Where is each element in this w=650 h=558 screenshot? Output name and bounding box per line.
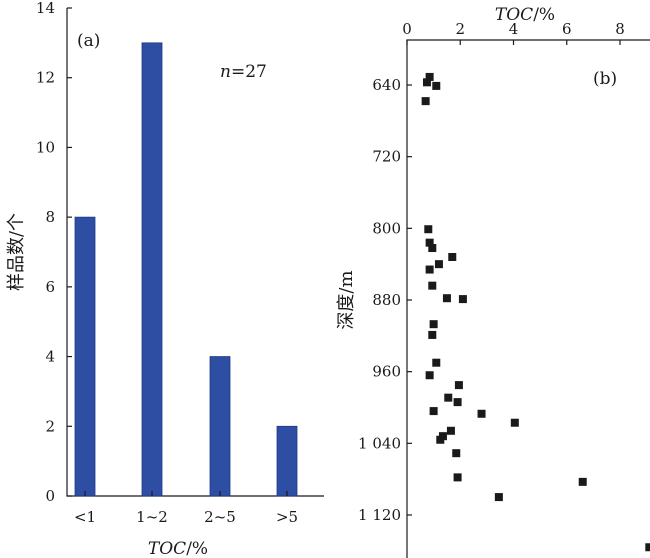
bar-chart-panel-label: (a) bbox=[77, 31, 100, 51]
scatter-point bbox=[578, 477, 587, 486]
scatter-point bbox=[446, 426, 455, 435]
scatter-x-tick-label: 8 bbox=[615, 20, 625, 38]
scatter-point bbox=[444, 393, 453, 402]
scatter-point bbox=[448, 253, 457, 261]
scatter-y-tick-label: 1 120 bbox=[358, 506, 401, 524]
bar-chart-category-label: 1~2 bbox=[136, 508, 168, 526]
bar-chart-category-label: >5 bbox=[276, 508, 298, 526]
bar-chart-sample-count: n=27 bbox=[220, 62, 267, 82]
scatter-y-tick-label: 960 bbox=[372, 363, 401, 381]
scatter-panel: 0 2 4 6 8 640 720 800 880 960 1 040 1 120 (b) TOC/… bbox=[336, 5, 650, 558]
bar bbox=[74, 216, 96, 497]
scatter-x-tick-label: 0 bbox=[402, 20, 412, 38]
scatter-point bbox=[454, 381, 463, 390]
scatter-point bbox=[428, 330, 437, 339]
scatter-panel-label: (b) bbox=[593, 69, 617, 89]
scatter-point bbox=[421, 97, 430, 106]
bar-chart-bars bbox=[74, 42, 298, 497]
bar-chart-y-tick-label: 2 bbox=[45, 417, 55, 435]
scatter-y-tick-label: 800 bbox=[372, 219, 401, 237]
scatter-point bbox=[645, 543, 650, 552]
scatter-point bbox=[425, 72, 434, 81]
bar bbox=[276, 425, 298, 497]
bar-chart-y-tick-label: 8 bbox=[45, 208, 55, 226]
scatter-y-ticks: 640 720 800 880 960 1 040 1 120 bbox=[358, 76, 412, 524]
scatter-point bbox=[422, 78, 431, 87]
scatter-y-tick-label: 720 bbox=[372, 148, 401, 166]
bar-chart-y-tick-label: 4 bbox=[45, 348, 55, 366]
scatter-point bbox=[424, 225, 433, 234]
scatter-point bbox=[429, 407, 438, 416]
scatter-point bbox=[453, 473, 462, 482]
scatter-point bbox=[425, 238, 434, 247]
scatter-point bbox=[494, 493, 503, 502]
scatter-y-axis-label: 深度/m bbox=[336, 270, 357, 329]
scatter-point bbox=[434, 260, 443, 269]
bar-chart-y-tick-label: 0 bbox=[45, 487, 55, 505]
scatter-x-axis-label: TOC/% bbox=[495, 5, 555, 25]
bar-chart-x-axis-label: TOC/% bbox=[148, 539, 208, 558]
scatter-point bbox=[432, 81, 441, 90]
bar-chart-y-axis-label: 样品数/个 bbox=[6, 213, 27, 291]
scatter-point bbox=[452, 449, 461, 458]
bar-chart-y-ticks: 0 2 4 6 8 10 12 14 bbox=[36, 0, 72, 505]
scatter-y-tick-label: 880 bbox=[372, 291, 401, 309]
scatter-points bbox=[421, 72, 650, 552]
scatter-point bbox=[477, 409, 486, 418]
bar-chart-y-tick-label: 6 bbox=[45, 278, 55, 296]
scatter-point bbox=[436, 435, 445, 444]
bar-chart-axes bbox=[66, 8, 324, 497]
bar-chart-y-tick-label: 12 bbox=[36, 69, 55, 87]
bar-chart-category-label: <1 bbox=[74, 508, 96, 526]
scatter-point bbox=[453, 398, 462, 407]
scatter-point bbox=[428, 244, 437, 253]
scatter-point bbox=[442, 294, 451, 303]
bar-chart-y-tick-label: 14 bbox=[36, 0, 55, 17]
bar-chart-y-tick-label: 10 bbox=[36, 138, 55, 156]
scatter-x-tick-label: 6 bbox=[562, 20, 572, 38]
scatter-point bbox=[425, 265, 434, 274]
bar-chart-category-label: 2~5 bbox=[204, 508, 236, 526]
scatter-x-tick-label: 2 bbox=[455, 20, 465, 38]
scatter-point bbox=[425, 371, 434, 380]
scatter-point bbox=[458, 295, 467, 304]
scatter-point bbox=[429, 320, 438, 329]
bar bbox=[141, 42, 163, 497]
scatter-x-ticks: 0 2 4 6 8 bbox=[402, 20, 625, 45]
scatter-point bbox=[510, 418, 519, 427]
bar-chart-panel: 0 2 4 6 8 10 12 14 <1 1~2 2~5 >5 (a) n=27 样品数/个 TO… bbox=[6, 0, 324, 558]
scatter-y-tick-label: 1 040 bbox=[358, 434, 401, 452]
scatter-x-tick-label: 4 bbox=[509, 20, 519, 38]
scatter-y-tick-label: 640 bbox=[372, 76, 401, 94]
bar-chart-x-ticks: <1 1~2 2~5 >5 bbox=[74, 491, 298, 526]
scatter-point bbox=[428, 281, 437, 290]
scatter-point bbox=[432, 358, 441, 367]
bar bbox=[209, 356, 231, 497]
